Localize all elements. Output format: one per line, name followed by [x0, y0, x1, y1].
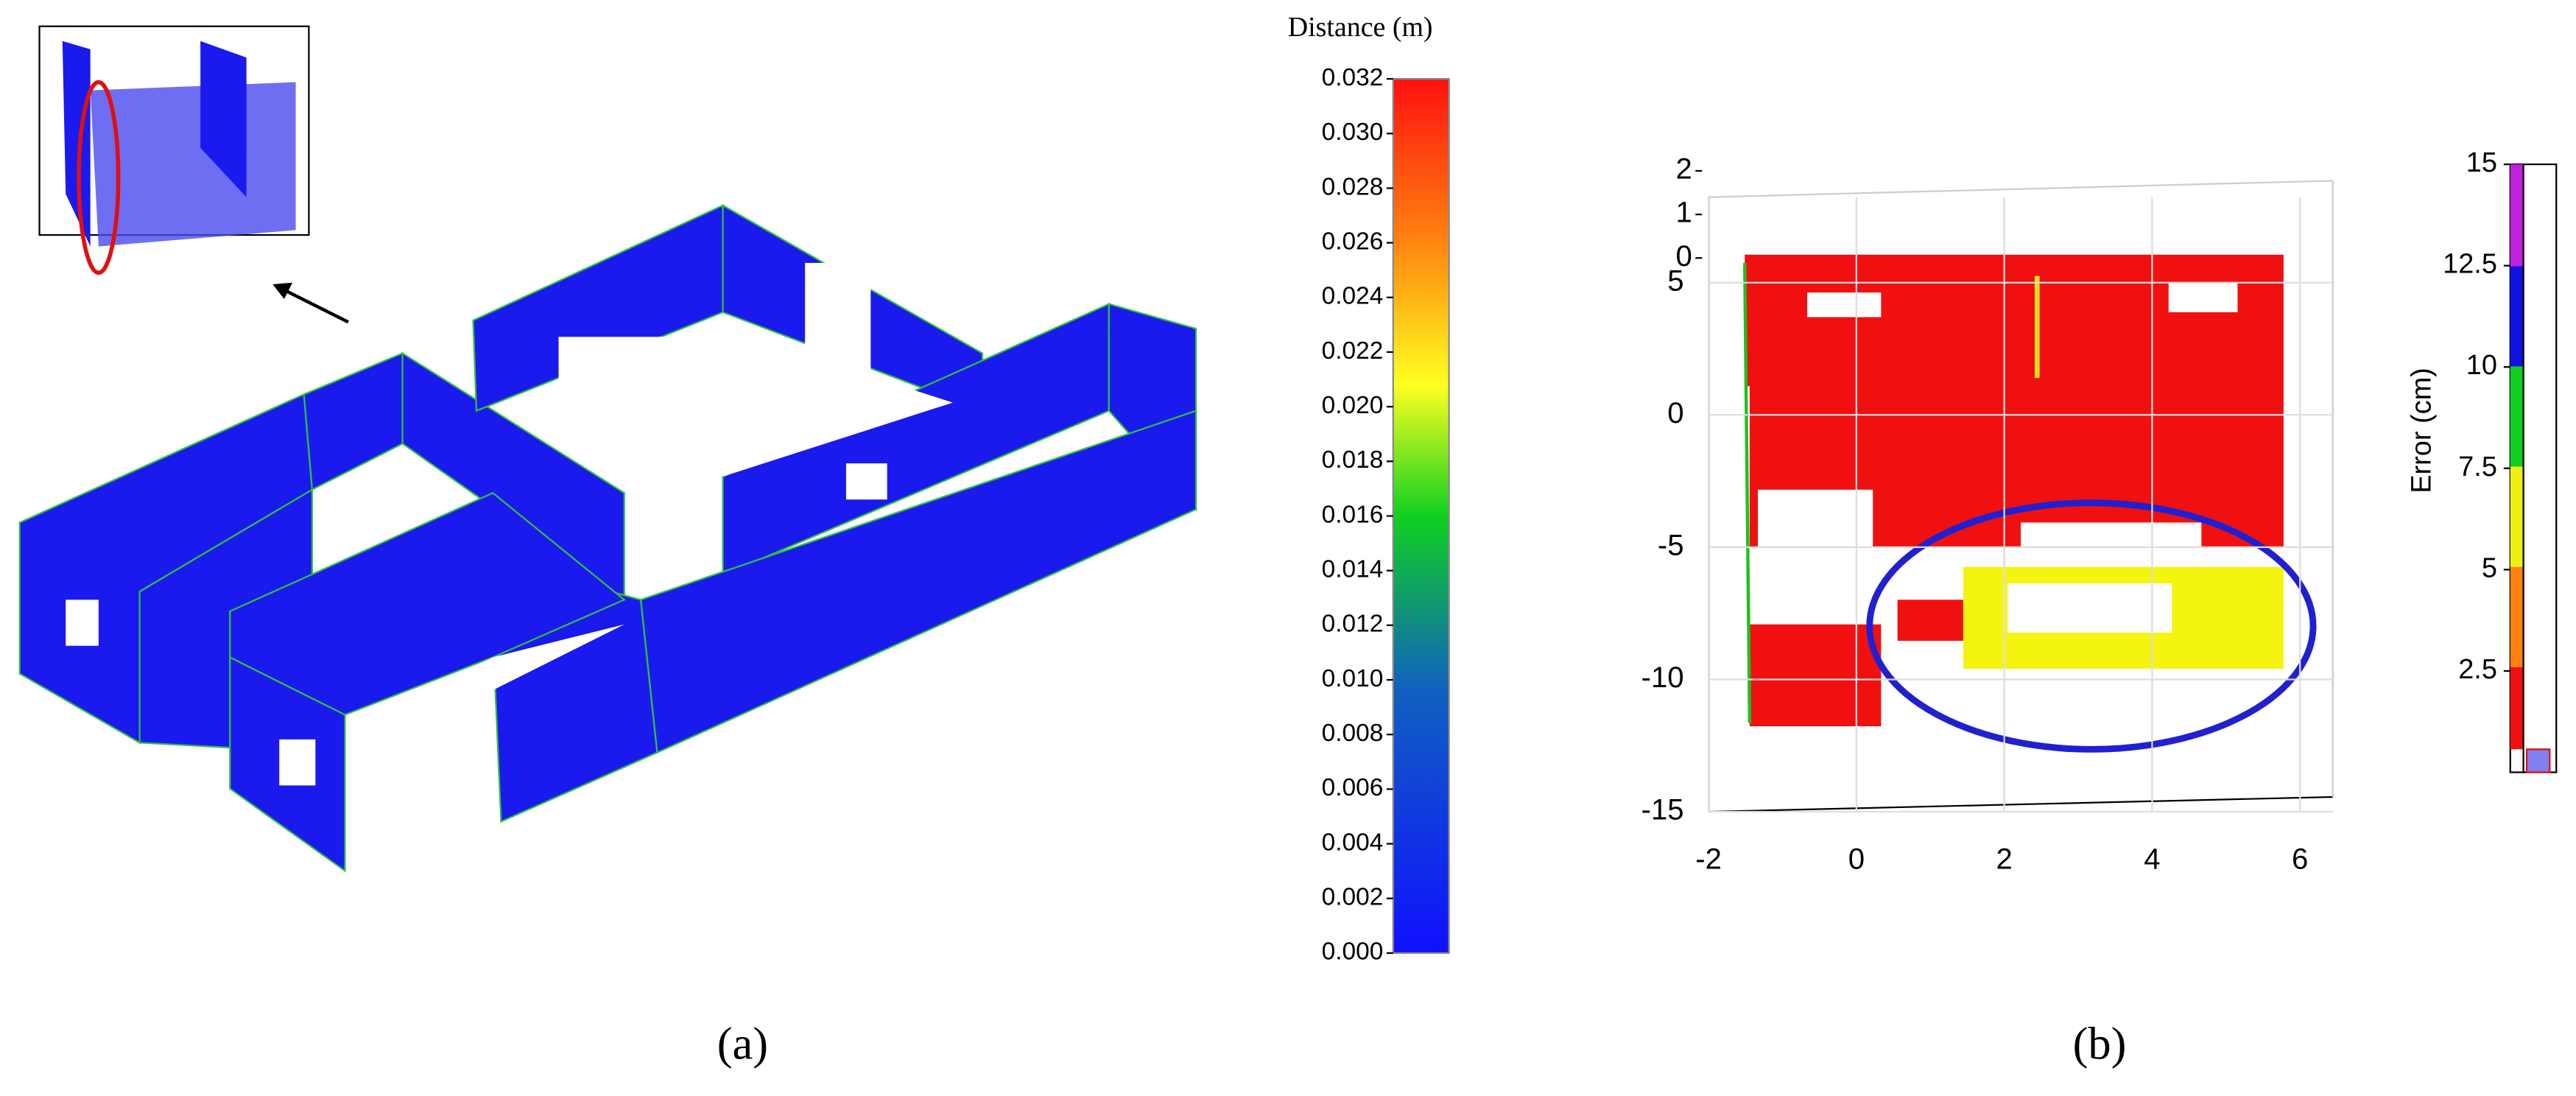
error-map	[1742, 254, 2317, 753]
tick-label: 0.018	[1322, 446, 1384, 474]
tick-label: 0.028	[1322, 173, 1384, 200]
tick-label: 0.008	[1322, 720, 1384, 747]
colorbar-a	[1392, 77, 1450, 955]
tick-label: 7.5	[2458, 452, 2497, 482]
tick-label: 0.010	[1322, 665, 1384, 692]
tick-label: 0.004	[1322, 829, 1384, 856]
colorbar-b	[2509, 163, 2558, 773]
arrow	[281, 287, 349, 324]
openings	[66, 262, 953, 786]
tick-label: 0.024	[1322, 283, 1384, 310]
tick-label: 0.000	[1322, 938, 1384, 966]
z-tick-label: 2	[1675, 152, 1692, 186]
z-tick-label: 1	[1675, 196, 1692, 229]
tick-label: 0.022	[1322, 337, 1384, 365]
inset	[38, 25, 310, 275]
tick-label: 12.5	[2443, 249, 2497, 280]
y-tick-label: 0	[1667, 396, 1683, 429]
tick-label: 0.030	[1322, 119, 1384, 146]
tick-label: 0.014	[1322, 556, 1384, 583]
tick-label: 0.006	[1322, 774, 1384, 801]
tick-label: 5	[2482, 552, 2497, 583]
x-tick-label: 6	[2292, 843, 2308, 876]
y-tick-label: -10	[1641, 661, 1684, 694]
tick-label: 2.5	[2458, 654, 2497, 685]
caption: (b)	[2073, 1018, 2127, 1069]
tick-label: 0.002	[1322, 884, 1384, 911]
tick-label: 0.032	[1322, 64, 1384, 91]
point-cloud-a	[18, 203, 1197, 873]
tick-label: 10	[2466, 350, 2497, 381]
x-tick-label: 0	[1848, 843, 1865, 876]
z-tick-label: 0	[1675, 239, 1692, 273]
colorbar-title: Error (cm)	[2407, 368, 2438, 493]
tick-label: 0.012	[1322, 611, 1384, 638]
y-tick-label: -15	[1641, 793, 1684, 826]
tick-label: 0.016	[1322, 501, 1384, 528]
y-tick-label: 5	[1667, 264, 1683, 297]
arrow-head	[272, 282, 293, 300]
y-tick-label: -5	[1658, 528, 1684, 561]
caption: (a)	[717, 1018, 768, 1069]
tick-label: 0.026	[1322, 228, 1384, 255]
x-tick-label: -2	[1695, 843, 1722, 876]
x-tick-label: 4	[2144, 843, 2160, 876]
colorbar-title: Distance (m)	[1288, 12, 1433, 43]
x-tick-label: 2	[1996, 843, 2012, 876]
tick-label: 15	[2466, 147, 2497, 178]
tick-label: 0.020	[1322, 392, 1384, 419]
